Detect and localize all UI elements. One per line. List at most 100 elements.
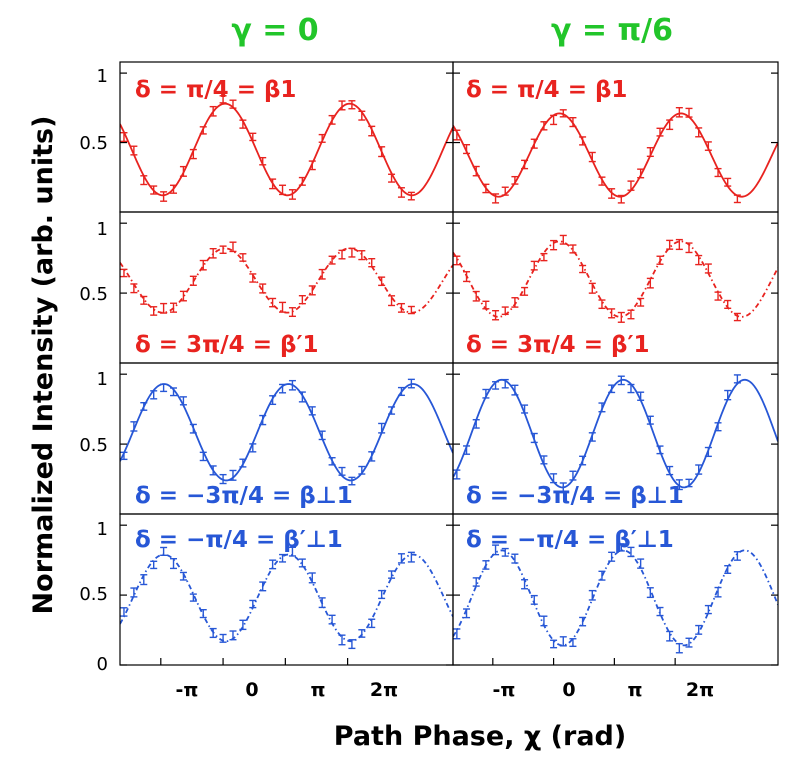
data-point bbox=[704, 446, 712, 458]
data-point bbox=[733, 312, 741, 322]
data-point bbox=[453, 469, 461, 480]
data-point bbox=[140, 295, 148, 305]
data-point bbox=[627, 309, 635, 320]
data-point bbox=[407, 305, 415, 315]
data-point bbox=[521, 159, 529, 170]
data-point bbox=[724, 177, 732, 187]
data-point bbox=[279, 383, 287, 394]
fit-curve bbox=[120, 247, 453, 314]
x-tick-label: -π bbox=[176, 679, 199, 701]
data-point bbox=[733, 374, 741, 384]
data-point bbox=[288, 307, 296, 318]
data-point bbox=[288, 379, 296, 391]
data-point bbox=[482, 560, 490, 570]
data-point bbox=[608, 551, 616, 562]
data-point bbox=[368, 125, 376, 137]
data-point bbox=[249, 599, 257, 609]
data-point bbox=[579, 455, 587, 466]
data-point bbox=[160, 302, 168, 314]
data-point bbox=[130, 283, 138, 294]
data-point bbox=[598, 176, 606, 186]
data-point bbox=[179, 290, 187, 302]
data-point bbox=[704, 141, 712, 151]
data-point bbox=[646, 277, 654, 289]
data-point bbox=[288, 189, 296, 200]
data-point bbox=[239, 253, 247, 262]
data-point bbox=[160, 191, 168, 202]
data-point bbox=[397, 386, 405, 397]
data-point bbox=[209, 465, 217, 476]
data-point bbox=[530, 260, 538, 271]
data-point bbox=[559, 636, 567, 647]
data-point bbox=[453, 255, 461, 266]
column-title-gamma-0: γ = 0 bbox=[231, 13, 318, 48]
data-point bbox=[189, 148, 197, 160]
data-point bbox=[540, 252, 548, 262]
fit-curve bbox=[453, 378, 778, 489]
data-point bbox=[637, 297, 645, 307]
data-point bbox=[685, 107, 693, 118]
panel-r1-c2 bbox=[453, 106, 778, 204]
data-point bbox=[170, 387, 178, 397]
data-point bbox=[298, 176, 306, 186]
data-point bbox=[219, 245, 227, 254]
data-point bbox=[358, 465, 366, 475]
data-point bbox=[358, 629, 366, 638]
data-point bbox=[627, 180, 635, 191]
data-point bbox=[695, 464, 703, 475]
data-point bbox=[407, 378, 415, 389]
data-point bbox=[338, 249, 346, 260]
data-point bbox=[627, 546, 635, 558]
data-point bbox=[170, 558, 178, 570]
data-point bbox=[540, 455, 548, 465]
data-point bbox=[550, 473, 558, 484]
data-point bbox=[521, 579, 529, 590]
data-point bbox=[453, 129, 461, 141]
data-point bbox=[120, 132, 128, 143]
data-point bbox=[120, 607, 128, 617]
y-tick-label: 1 bbox=[97, 219, 108, 240]
data-point bbox=[598, 299, 606, 310]
data-point bbox=[378, 422, 386, 434]
data-point bbox=[704, 263, 712, 274]
data-point bbox=[348, 639, 356, 650]
data-point bbox=[666, 239, 674, 250]
data-point bbox=[724, 389, 732, 401]
data-point bbox=[511, 553, 519, 564]
data-point bbox=[588, 282, 596, 294]
fit-curve bbox=[453, 549, 778, 647]
data-point bbox=[318, 268, 326, 280]
data-point bbox=[675, 642, 683, 654]
data-point bbox=[511, 384, 519, 396]
panel-r3-c2 bbox=[453, 374, 778, 492]
y-tick-label: 1 bbox=[97, 519, 108, 540]
panel-r2-c1 bbox=[120, 241, 453, 318]
data-point bbox=[378, 589, 386, 600]
data-point bbox=[259, 581, 267, 592]
data-point bbox=[279, 184, 287, 196]
data-point bbox=[617, 311, 625, 323]
data-point bbox=[397, 302, 405, 313]
data-point bbox=[407, 551, 415, 563]
data-point bbox=[675, 479, 683, 491]
data-point bbox=[453, 628, 461, 640]
data-point bbox=[550, 239, 558, 251]
data-point bbox=[130, 587, 138, 598]
data-point bbox=[209, 627, 217, 639]
data-point bbox=[328, 457, 336, 466]
data-point bbox=[328, 114, 336, 125]
panel-label-row3-col2: δ = −3π/4 = β⊥1 bbox=[466, 483, 684, 509]
data-point bbox=[472, 290, 480, 302]
data-point bbox=[120, 451, 128, 461]
data-point bbox=[627, 383, 635, 394]
data-point bbox=[338, 100, 346, 111]
data-point bbox=[559, 109, 567, 118]
data-point bbox=[685, 242, 693, 254]
data-point bbox=[530, 594, 538, 605]
data-point bbox=[646, 587, 654, 599]
y-tick-label: 0.5 bbox=[79, 435, 108, 456]
data-point bbox=[150, 185, 158, 195]
data-point bbox=[239, 619, 247, 631]
data-point bbox=[397, 187, 405, 198]
data-point bbox=[656, 255, 664, 265]
